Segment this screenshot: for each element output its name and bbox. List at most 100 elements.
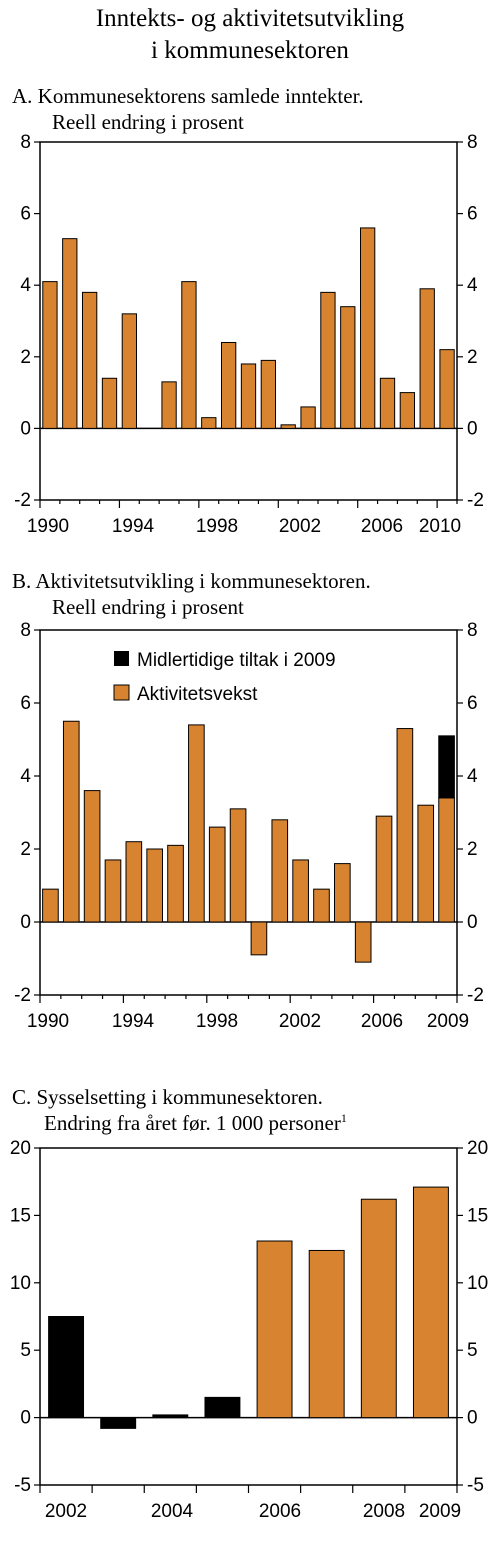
panel-b-bar-aktivitet (417, 804, 435, 923)
panel-a-ytick-label-left: 0 (20, 418, 31, 439)
panel-a-xtick-label: 2010 (419, 516, 461, 537)
panel-a-plot: -2 -2 0 0 2 2 4 4 6 6 8 8 1990 1994 1998 2002 2006 2010 (14, 132, 484, 537)
panel-a-bar (181, 281, 197, 429)
panel-b-xtick-label: 1994 (112, 1011, 155, 1032)
panel-b-bar-aktivitet (250, 921, 268, 956)
panel-a-ytick-label-left: 2 (20, 347, 31, 368)
panel-c-title-text: Endring fra året før. 1 000 personer (44, 1111, 341, 1135)
panel-c-title-line2: Endring fra året før. 1 000 personer1 (44, 1111, 347, 1135)
panel-b-bar-aktivitet (146, 848, 163, 923)
panel-b-title-line1: B. Aktivitetsutvikling i kommunesektoren… (12, 569, 371, 593)
panel-a-bar (340, 306, 356, 429)
panel-b-bar-aktivitet (334, 863, 351, 923)
panel-c-footnote-marker: 1 (341, 1111, 347, 1125)
panel-c-title-line1: C. Sysselsetting i kommunesektoren. (12, 1085, 323, 1109)
panel-b-bar-tiltak (438, 735, 455, 799)
panel-c-ytick-label-right: 20 (467, 1138, 488, 1159)
panel-b-bar-aktivitet (292, 859, 309, 923)
panel-b-xtick-label: 1990 (27, 1011, 69, 1032)
panel-c-ytick-label-left: 15 (10, 1205, 31, 1226)
panel-a-bar (439, 349, 455, 429)
panel-c-xtick-label: 2006 (259, 1501, 301, 1522)
panel-a-xtick-label: 1990 (27, 516, 69, 537)
panel-c-bar (48, 1316, 85, 1419)
panel-a-bar (300, 406, 316, 429)
panel-a-ytick-label-right: 0 (467, 418, 478, 439)
panel-a-ytick-label-right: -2 (467, 490, 484, 511)
panel-a-bar (359, 227, 376, 429)
panel-c-bar (308, 1249, 345, 1419)
panel-b-bar-aktivitet (375, 815, 393, 923)
panel-c-ytick-label-right: 0 (467, 1408, 478, 1429)
panel-a-bar (62, 238, 78, 429)
legend-label-tiltak: Midlertidige tiltak i 2009 (137, 650, 336, 671)
panel-c-ytick-label-right: 10 (467, 1273, 488, 1294)
panel-a-bar (101, 377, 118, 429)
panel-a-bar (201, 417, 217, 429)
panel-a-bar (240, 363, 257, 429)
panel-b-ytick-label-left: 8 (20, 620, 31, 641)
panel-a-xtick-label: 2002 (279, 516, 321, 537)
panel-a-bar (419, 288, 435, 429)
panel-a-bar (379, 377, 396, 429)
panel-a-ytick-label-left: 8 (20, 132, 31, 153)
legend-swatch-aktivitet (113, 684, 130, 701)
panel-b-ytick-label-right: 0 (467, 912, 478, 933)
panel-b-xtick-label: 2009 (427, 1011, 469, 1032)
panel-b-bar-aktivitet (354, 921, 372, 963)
panel-c-ytick-label-right: 15 (467, 1205, 488, 1226)
panel-a-title-line2: Reell endring i prosent (52, 110, 244, 134)
panel-c-bar (256, 1240, 293, 1419)
panel-c-xtick-label: 2008 (363, 1501, 405, 1522)
panel-a-title-line1: A. Kommunesektorens samlede inntekter. (12, 84, 364, 108)
panel-c-bar (152, 1414, 189, 1419)
panel-b-ytick-label-left: -2 (14, 985, 31, 1006)
panel-b-xtick-label: 2002 (279, 1011, 321, 1032)
panel-c-bar (100, 1417, 137, 1429)
legend-label-aktivitet: Aktivitetsvekst (137, 684, 258, 705)
panel-b-bar-aktivitet (271, 819, 289, 923)
panel-a-ytick-label-right: 8 (467, 132, 478, 153)
panel-c: C. Sysselsetting i kommunesektoren. Endr… (10, 1085, 488, 1522)
panel-a: A. Kommunesektorens samlede inntekter. R… (12, 84, 484, 537)
panel-b-title-line2: Reell endring i prosent (52, 595, 244, 619)
panel-c-ytick-label-left: -5 (14, 1475, 31, 1496)
panel-a-ytick-label-left: -2 (14, 490, 31, 511)
panel-b-ytick-label-right: 4 (467, 766, 478, 787)
figure-title-line2: i kommunesektoren (151, 37, 349, 64)
panel-b-bar-aktivitet (396, 728, 414, 923)
panel-c-bar (412, 1186, 449, 1419)
panel-a-bar (121, 313, 138, 429)
panel-c-ytick-label-left: 20 (10, 1138, 31, 1159)
panel-a-bar (399, 392, 416, 429)
panel-a-bar (280, 424, 296, 429)
legend: Midlertidige tiltak i 2009 Aktivitetsvek… (113, 650, 336, 705)
panel-c-bar (204, 1396, 241, 1419)
panel-c-ytick-label-right: -5 (467, 1475, 484, 1496)
panel-a-bar (161, 381, 177, 429)
panel-b-ytick-label-right: 8 (467, 620, 478, 641)
panel-a-xtick-label: 1998 (196, 516, 238, 537)
panel-b-bar-aktivitet (104, 859, 122, 923)
panel-c-plot: -5 -5 0 0 5 5 10 10 15 15 20 20 2002 2004 2006 2008 2009 (10, 1138, 488, 1522)
panel-b-ytick-label-left: 0 (20, 912, 31, 933)
panel-a-ytick-label-right: 6 (467, 204, 478, 225)
panel-a-bar (81, 291, 98, 429)
panel-b-ytick-label-left: 2 (20, 839, 31, 860)
panel-b-ytick-label-left: 6 (20, 693, 31, 714)
panel-a-bar (42, 281, 58, 429)
panel-a-bar (260, 359, 277, 429)
panel-a-xtick-label: 2006 (361, 516, 403, 537)
panel-b-xtick-label: 2006 (361, 1011, 403, 1032)
panel-c-xtick-label: 2004 (151, 1501, 194, 1522)
figure-title-line1: Inntekts- og aktivitetsutvikling (96, 5, 405, 32)
panel-b-bar-aktivitet (167, 844, 184, 923)
panel-c-xtick-label: 2002 (45, 1501, 87, 1522)
panel-a-ytick-label-left: 6 (20, 204, 31, 225)
panel-b-bar-aktivitet (438, 797, 455, 923)
panel-c-bar (360, 1198, 397, 1419)
panel-c-xtick-label: 2009 (419, 1501, 461, 1522)
panel-b-xtick-label: 1998 (196, 1011, 238, 1032)
panel-a-ytick-label-left: 4 (20, 275, 31, 296)
